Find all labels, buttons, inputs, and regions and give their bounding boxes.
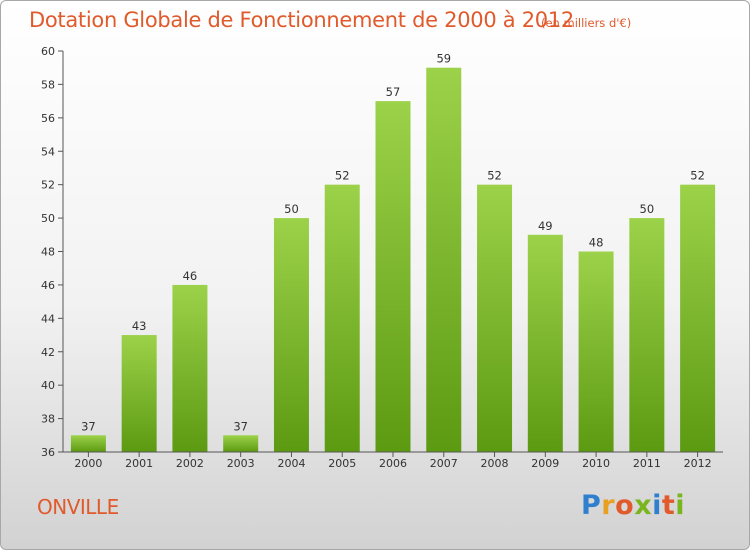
data-label: 52 xyxy=(487,169,502,183)
x-tick-label: 2006 xyxy=(379,457,407,470)
x-tick-label: 2002 xyxy=(176,457,204,470)
x-tick-label: 2009 xyxy=(531,457,559,470)
data-label: 43 xyxy=(132,319,147,333)
logo-letter: x xyxy=(634,490,653,521)
bar xyxy=(324,184,360,452)
bar xyxy=(121,335,157,452)
bar xyxy=(477,184,513,452)
y-tick-label: 50 xyxy=(41,212,55,225)
bar xyxy=(578,251,614,452)
y-tick-label: 58 xyxy=(41,78,55,91)
bar xyxy=(629,218,665,452)
y-tick-label: 60 xyxy=(41,45,55,58)
data-label: 52 xyxy=(690,169,705,183)
data-label: 50 xyxy=(284,202,299,216)
data-label: 50 xyxy=(640,202,655,216)
data-label: 49 xyxy=(538,219,553,233)
bar xyxy=(70,435,106,452)
logo-letter: P xyxy=(581,490,602,521)
x-tick-label: 2007 xyxy=(430,457,458,470)
chart-subtitle: (en milliers d'€) xyxy=(541,16,632,30)
proxiti-logo[interactable]: Proxiti xyxy=(581,490,685,521)
logo-letter: o xyxy=(615,490,635,521)
y-tick-label: 36 xyxy=(41,446,55,459)
y-tick-label: 54 xyxy=(41,145,55,158)
bar xyxy=(223,435,259,452)
bar xyxy=(426,67,462,452)
x-tick-label: 2008 xyxy=(481,457,509,470)
x-tick-label: 2000 xyxy=(74,457,102,470)
data-label: 57 xyxy=(386,85,401,99)
x-tick-label: 2001 xyxy=(125,457,153,470)
logo-letter: i xyxy=(652,490,662,521)
city-name: ONVILLE xyxy=(37,495,119,519)
data-label: 59 xyxy=(436,52,451,66)
bar xyxy=(172,284,208,452)
y-tick-label: 56 xyxy=(41,112,55,125)
x-tick-label: 2005 xyxy=(328,457,356,470)
chart-title: Dotation Globale de Fonctionnement de 20… xyxy=(29,8,574,32)
y-tick-label: 46 xyxy=(41,279,55,292)
data-label: 46 xyxy=(183,269,198,283)
data-label: 48 xyxy=(589,236,604,250)
logo-letter: i xyxy=(675,490,686,521)
x-tick-label: 2012 xyxy=(684,457,712,470)
data-label: 37 xyxy=(233,419,248,433)
bar xyxy=(273,218,309,452)
x-tick-label: 2003 xyxy=(227,457,255,470)
x-tick-label: 2010 xyxy=(582,457,610,470)
y-tick-label: 38 xyxy=(41,413,55,426)
y-tick-label: 42 xyxy=(41,346,55,359)
y-tick-label: 48 xyxy=(41,246,55,259)
bar xyxy=(527,234,563,452)
y-tick-label: 52 xyxy=(41,179,55,192)
logo-letter: r xyxy=(601,490,616,521)
bar xyxy=(680,184,716,452)
y-tick-label: 44 xyxy=(41,312,55,325)
bar xyxy=(375,101,411,452)
x-tick-label: 2011 xyxy=(633,457,661,470)
y-tick-label: 40 xyxy=(41,379,55,392)
data-label: 37 xyxy=(81,419,96,433)
logo-letter: t xyxy=(661,490,676,521)
data-label: 52 xyxy=(335,169,350,183)
x-tick-label: 2004 xyxy=(277,457,305,470)
